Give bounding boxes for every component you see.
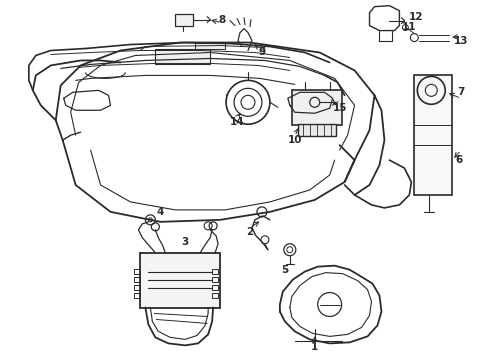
Bar <box>212 293 218 298</box>
Text: 9: 9 <box>258 48 266 58</box>
Bar <box>141 253 220 307</box>
Bar <box>134 285 141 289</box>
Bar <box>134 269 141 274</box>
Bar <box>212 269 218 274</box>
Text: 13: 13 <box>454 36 468 46</box>
Text: 6: 6 <box>456 155 463 165</box>
Text: 4: 4 <box>157 207 164 217</box>
Text: 8: 8 <box>219 15 226 24</box>
Text: 11: 11 <box>402 22 416 32</box>
Text: 5: 5 <box>281 265 289 275</box>
Text: 12: 12 <box>409 12 423 22</box>
Bar <box>195 42 225 49</box>
Bar <box>134 293 141 298</box>
Bar <box>155 49 210 64</box>
Text: 15: 15 <box>332 103 347 113</box>
Text: 1: 1 <box>311 342 318 352</box>
Bar <box>298 124 336 136</box>
Text: 7: 7 <box>458 87 465 97</box>
Bar <box>134 276 141 282</box>
Bar <box>292 90 342 125</box>
Bar <box>175 14 193 26</box>
Bar <box>212 276 218 282</box>
Bar <box>415 75 452 195</box>
Text: 10: 10 <box>288 135 302 145</box>
Text: 14: 14 <box>230 117 245 127</box>
Bar <box>212 285 218 289</box>
Text: 3: 3 <box>182 237 189 247</box>
Text: 2: 2 <box>246 227 254 237</box>
